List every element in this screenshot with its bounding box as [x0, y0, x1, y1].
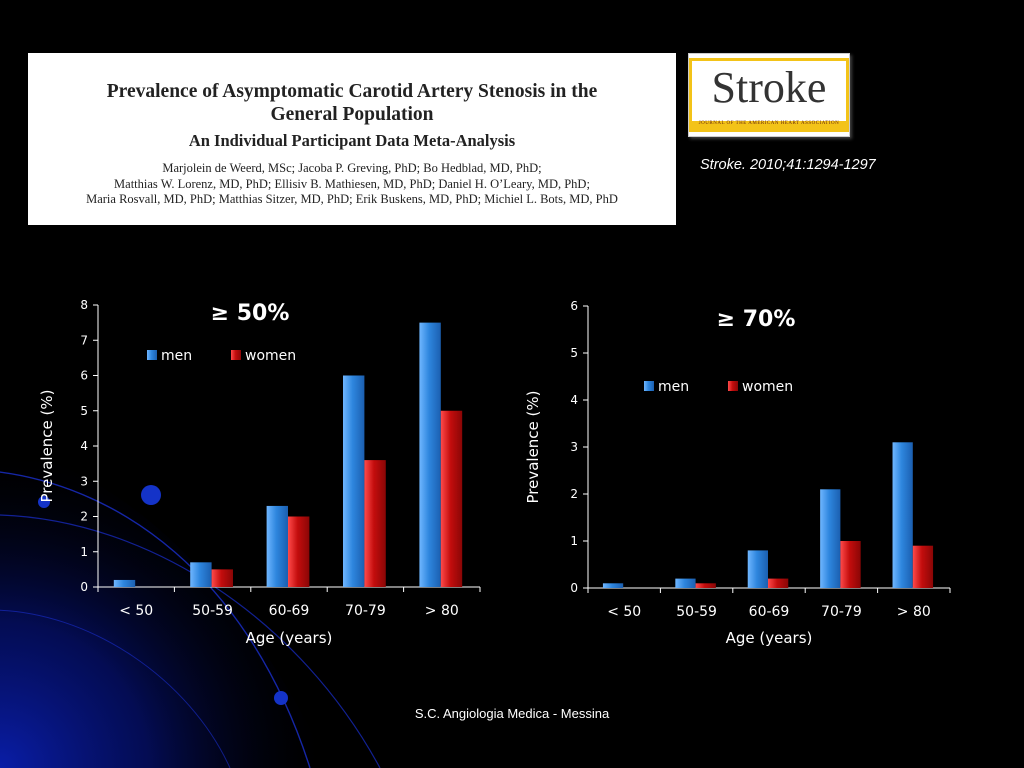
y-tick-label: 2: [570, 487, 578, 501]
y-tick-label: 5: [570, 346, 578, 360]
footer-text: S.C. Angiologia Medica - Messina: [414, 706, 610, 721]
bar-men: [675, 578, 696, 588]
x-tick-label: 60-69: [269, 603, 310, 619]
paper-subtitle: An Individual Participant Data Meta-Anal…: [188, 131, 516, 150]
bar-women: [912, 545, 934, 588]
y-tick-label: 5: [80, 404, 88, 418]
x-tick-label: > 80: [425, 603, 459, 619]
y-tick-label: 1: [80, 545, 88, 559]
x-axis-label: Age (years): [246, 629, 333, 647]
x-tick-label: 50-59: [192, 603, 233, 619]
decor-dot: [274, 691, 288, 705]
bar-men: [820, 489, 841, 588]
bar-men: [266, 505, 288, 587]
bar-men: [602, 583, 624, 588]
bar-women: [288, 516, 310, 587]
decor-dot: [141, 485, 161, 505]
bar-men: [747, 550, 768, 588]
chart-title: ≥ 50%: [211, 301, 290, 326]
decor-dot: [38, 496, 50, 508]
legend-label-women: women: [245, 348, 296, 364]
x-tick-label: 50-59: [676, 604, 717, 620]
bar-women: [440, 410, 463, 587]
y-tick-label: 6: [80, 369, 88, 383]
logo-word: Stroke: [711, 63, 827, 112]
author-line: Marjolein de Weerd, MSc; Jacoba P. Grevi…: [162, 161, 542, 175]
y-axis-label: Prevalence (%): [38, 389, 56, 502]
logo-inner: [692, 61, 846, 121]
bar-men: [113, 579, 136, 587]
x-tick-label: < 50: [607, 604, 641, 620]
y-tick-label: 8: [80, 298, 88, 312]
bar-women: [768, 578, 789, 588]
paper-title-line: Prevalence of Asymptomatic Carotid Arter…: [106, 81, 598, 102]
citation: Stroke. 2010;41:1294-1297: [700, 157, 876, 173]
bar-women: [840, 541, 861, 588]
chart-stenosis-70: 0 1 2 3 4 5 6 < 50 50-59 60-69 70-79 > 80 ≥ 70% men wo…: [524, 299, 951, 647]
x-tick-label: > 80: [897, 604, 931, 620]
bar-men: [190, 562, 212, 587]
legend-swatch-women: [231, 350, 241, 360]
paper-title-line: General Population: [270, 104, 434, 125]
author-line: Maria Rosvall, MD, PhD; Matthias Sitzer,…: [86, 192, 618, 206]
paper-title: Prevalence of Asymptomatic Carotid Arter…: [28, 80, 676, 126]
legend-label-men: men: [658, 379, 689, 395]
bar-men: [343, 375, 365, 587]
author-line: Matthias W. Lorenz, MD, PhD; Ellisiv B. …: [114, 176, 590, 191]
x-axis-label: Age (years): [726, 629, 813, 647]
logo-tagline: JOURNAL OF THE AMERICAN HEART ASSOCIATIO…: [698, 121, 840, 126]
legend-swatch-women: [728, 381, 738, 391]
stroke-journal-logo: Stroke JOURNAL OF THE AMERICAN HEART ASS…: [688, 53, 850, 137]
paper-header: Prevalence of Asymptomatic Carotid Arter…: [28, 53, 676, 225]
legend-label-men: men: [161, 348, 192, 364]
chart-title: ≥ 70%: [717, 307, 796, 332]
y-tick-label: 0: [80, 580, 88, 594]
y-tick-label: 0: [570, 581, 578, 595]
paper-authors: Marjolein de Weerd, MSc; Jacoba P. Grevi…: [28, 161, 676, 208]
y-tick-label: 1: [570, 534, 578, 548]
x-tick-label: 70-79: [345, 603, 386, 619]
y-axis-label: Prevalence (%): [524, 390, 542, 503]
y-tick-label: 6: [570, 299, 578, 313]
chart-stenosis-50: 0 1 2 3 4 5 6 7 8 < 50 50-59 60-69 70-79 > 80 ≥ 50% men…: [38, 298, 481, 647]
x-tick-label: 60-69: [749, 604, 790, 620]
bar-men: [892, 442, 913, 588]
y-tick-label: 3: [570, 440, 578, 454]
y-tick-label: 3: [80, 474, 88, 488]
bar-women: [364, 460, 386, 587]
bar-women: [695, 583, 716, 588]
y-tick-label: 4: [80, 439, 88, 453]
y-tick-label: 4: [570, 393, 578, 407]
x-tick-label: 70-79: [821, 604, 862, 620]
legend-label-women: women: [742, 379, 793, 395]
legend-swatch-men: [147, 350, 157, 360]
legend-swatch-men: [644, 381, 654, 391]
y-tick-label: 2: [80, 510, 88, 524]
y-tick-label: 7: [80, 333, 88, 347]
bar-men: [419, 322, 441, 587]
bar-women: [211, 569, 233, 587]
x-tick-label: < 50: [119, 603, 153, 619]
